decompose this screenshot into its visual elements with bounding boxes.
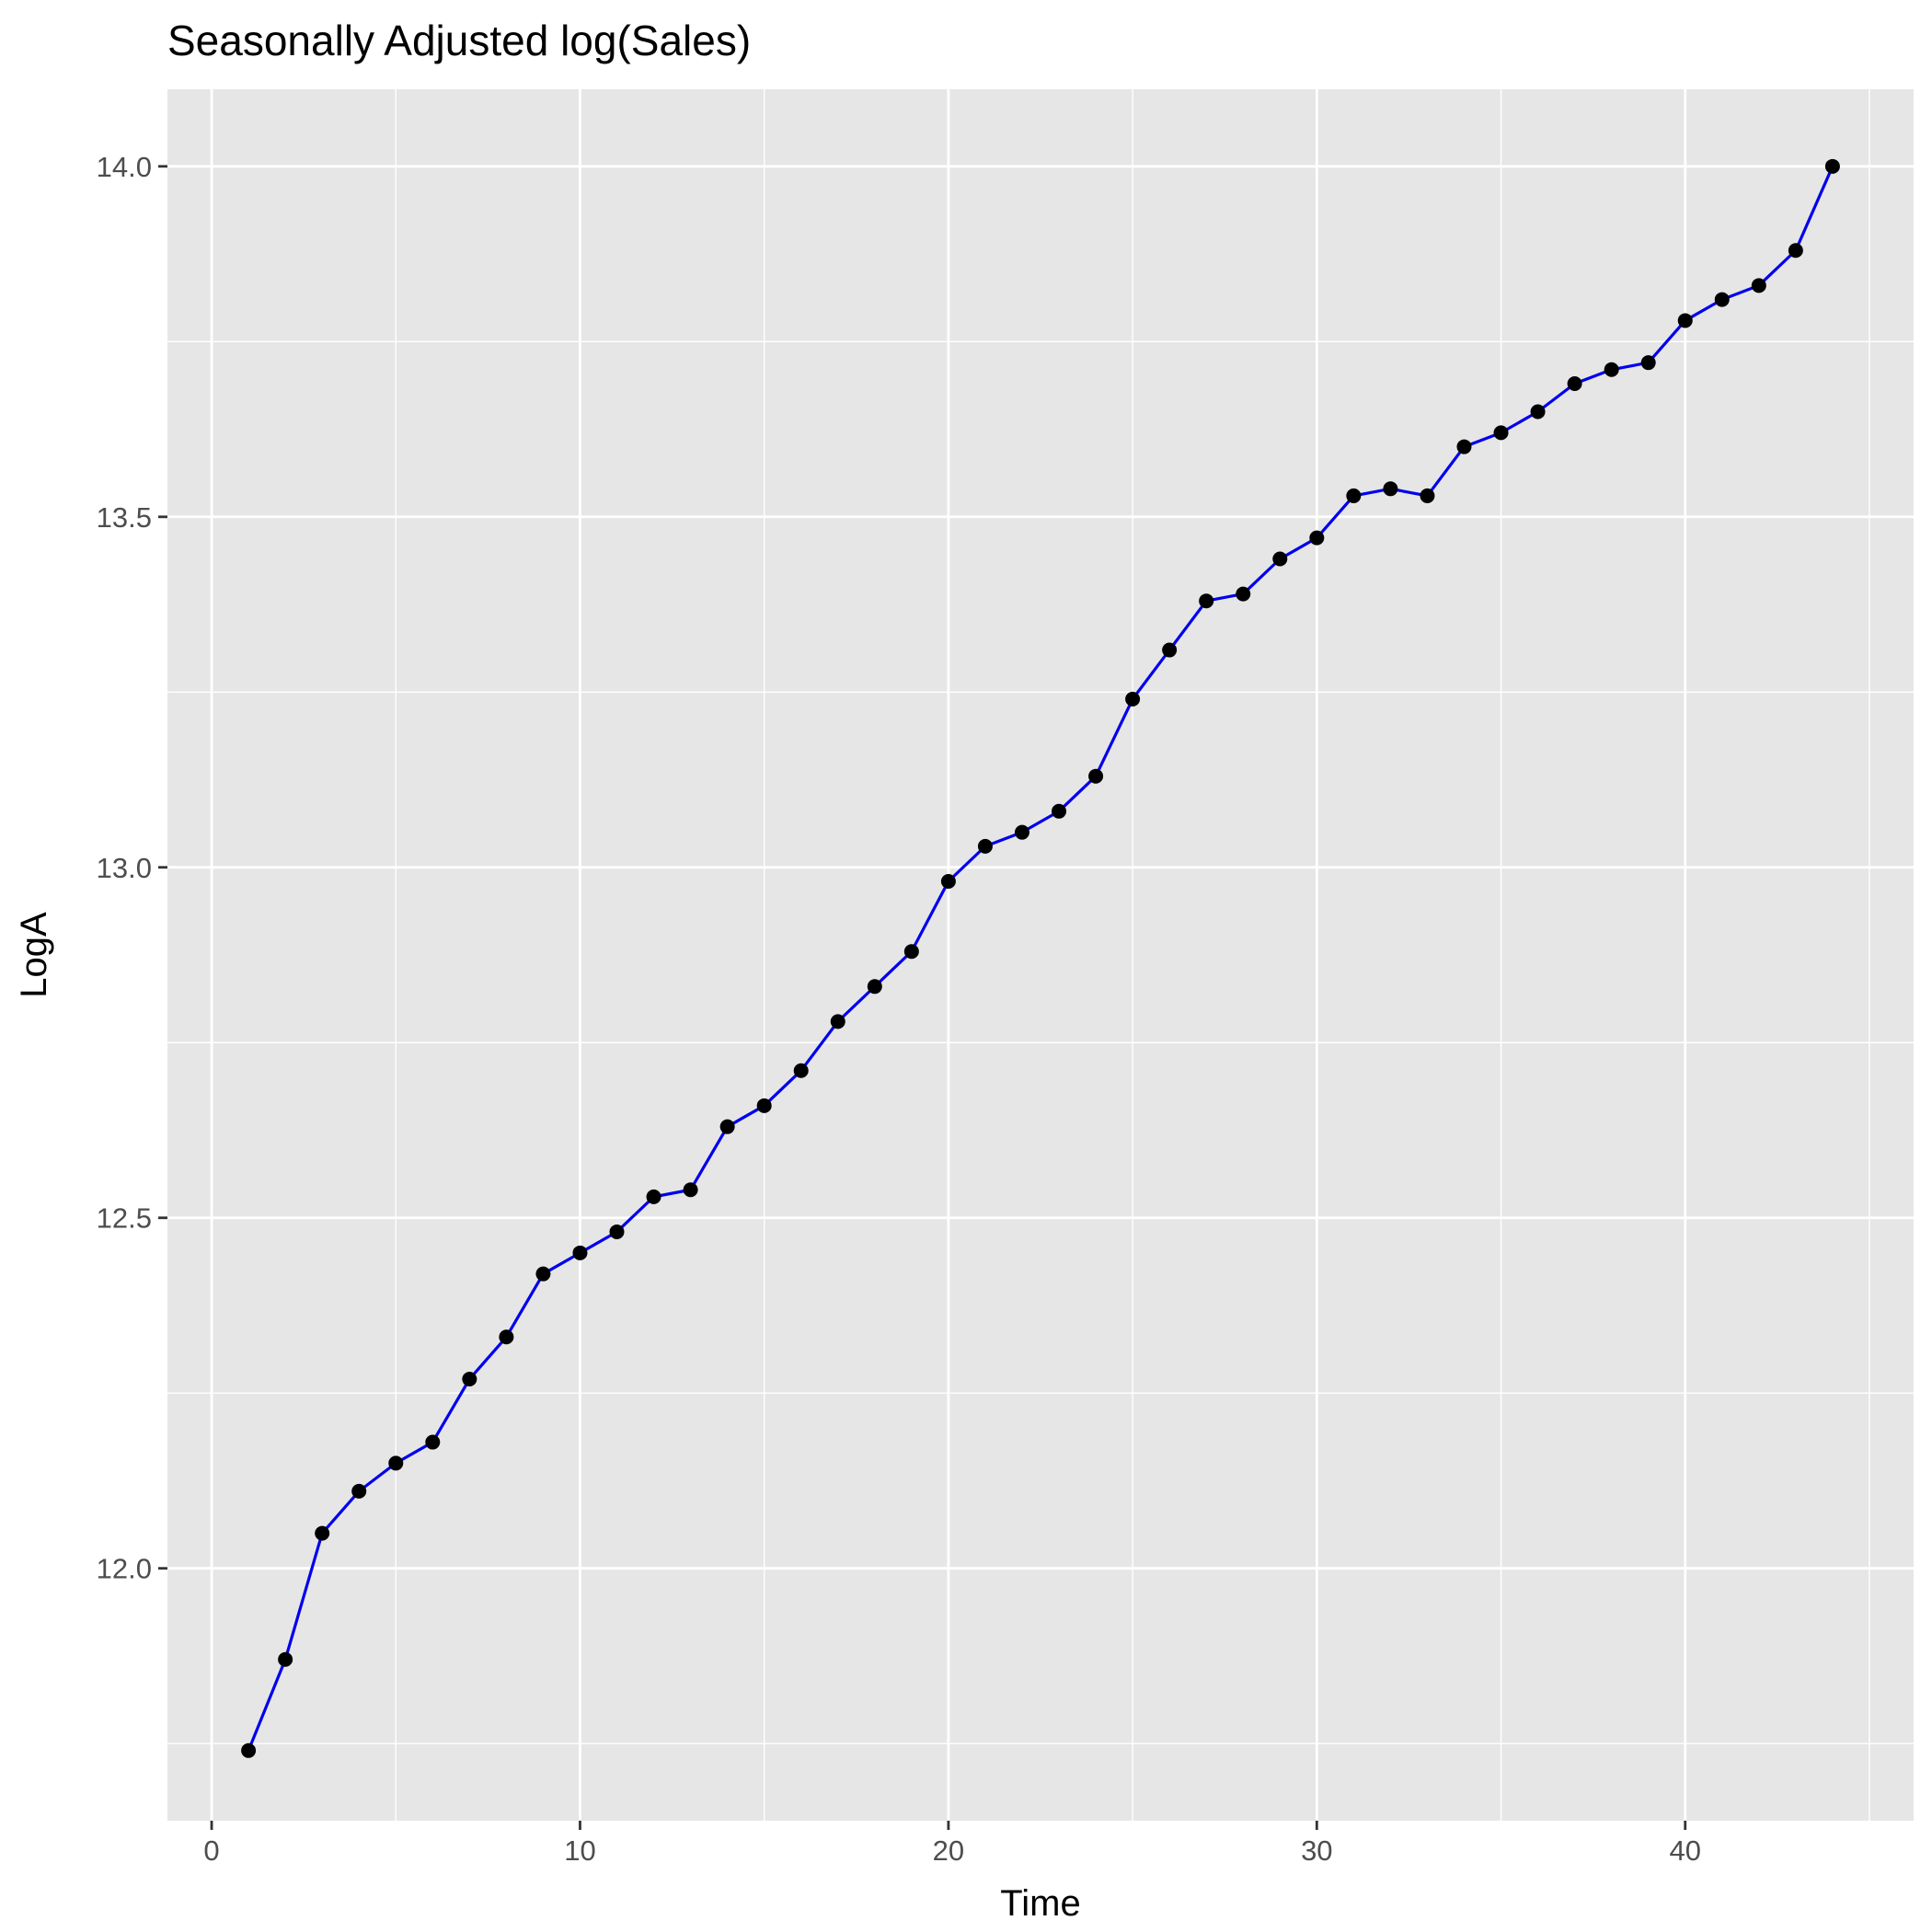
series-line — [247, 166, 1834, 1752]
data-point — [1383, 481, 1398, 497]
data-point — [388, 1455, 404, 1471]
data-point — [940, 873, 956, 889]
data-point — [1677, 313, 1693, 328]
data-point — [1346, 488, 1362, 503]
data-point — [1530, 404, 1546, 420]
y-tick-label: 13.5 — [97, 501, 152, 534]
data-point — [241, 1742, 257, 1758]
x-tick-labels: 0 10 20 30 40 — [203, 1834, 1701, 1867]
data-point — [535, 1266, 551, 1282]
x-tick-label: 10 — [564, 1834, 595, 1867]
data-point — [1272, 551, 1288, 567]
data-point — [756, 1098, 772, 1113]
data-point — [1751, 278, 1766, 293]
data-point — [1824, 158, 1840, 174]
data-point — [1199, 593, 1214, 609]
data-point — [1420, 488, 1435, 503]
data-point — [1788, 243, 1803, 259]
data-point — [499, 1329, 514, 1345]
data-point — [1052, 803, 1067, 819]
data-point — [1493, 425, 1509, 441]
series-points — [241, 158, 1840, 1758]
data-point — [315, 1525, 330, 1541]
data-point — [683, 1182, 698, 1198]
data-point — [1604, 362, 1619, 377]
y-tick-label: 12.5 — [97, 1202, 152, 1235]
data-point — [1236, 586, 1251, 602]
x-tick-label: 0 — [203, 1834, 219, 1867]
data-point — [425, 1434, 441, 1450]
data-point — [830, 1014, 845, 1029]
data-point — [1014, 824, 1029, 840]
data-point — [977, 838, 993, 854]
y-tick-labels: 12.0 12.5 13.0 13.5 14.0 — [97, 151, 152, 1585]
y-axis-title: LogA — [14, 912, 54, 998]
data-point — [1456, 439, 1472, 454]
data-point — [646, 1189, 661, 1204]
data-point — [719, 1119, 735, 1134]
data-point — [1567, 376, 1582, 392]
data-point — [609, 1224, 625, 1239]
y-tick-label: 13.0 — [97, 852, 152, 884]
data-point — [278, 1651, 293, 1667]
x-axis-title: Time — [1000, 1883, 1080, 1924]
data-point — [793, 1063, 809, 1078]
data-point — [1125, 691, 1141, 707]
plot-panel — [167, 89, 1914, 1821]
data-point — [867, 979, 882, 995]
minor-grid — [167, 89, 1914, 1821]
data-point — [572, 1245, 588, 1260]
y-tick-label: 14.0 — [97, 151, 152, 183]
chart-title: Seasonally Adjusted log(Sales) — [167, 17, 751, 64]
x-tick-label: 30 — [1301, 1834, 1332, 1867]
data-point — [1714, 292, 1730, 307]
data-point — [1640, 355, 1656, 371]
data-point — [1309, 530, 1325, 546]
x-tick-label: 20 — [933, 1834, 964, 1867]
x-tick-label: 40 — [1669, 1834, 1700, 1867]
y-tick-label: 12.0 — [97, 1553, 152, 1585]
series-lines — [247, 166, 1834, 1752]
axis-ticks — [158, 165, 1687, 1830]
data-point — [1088, 768, 1104, 784]
data-point — [1162, 642, 1178, 658]
major-grid — [167, 89, 1914, 1821]
data-point — [462, 1371, 477, 1386]
data-point — [351, 1483, 367, 1499]
data-point — [903, 944, 919, 960]
